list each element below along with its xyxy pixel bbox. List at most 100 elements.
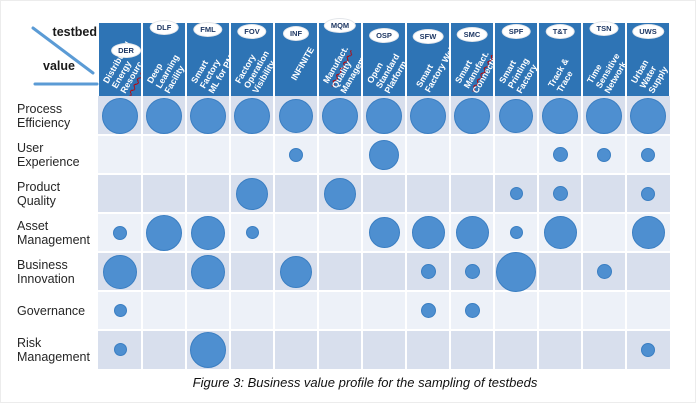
row-label: Risk Management (17, 330, 97, 369)
column-name-rotated: INFINITE (289, 45, 316, 82)
testbed-code-badge-MQM: MQM (323, 18, 357, 33)
bubble-DER-r6 (113, 343, 127, 356)
column-separator (581, 96, 583, 369)
column-separator (405, 96, 407, 369)
bubble-DLF-r0 (146, 97, 182, 134)
row-separator (98, 134, 670, 136)
column-separator (141, 96, 143, 369)
bubble-FOV-r0 (234, 97, 270, 134)
row-label-line: User (17, 140, 44, 155)
row-band (98, 174, 670, 213)
testbed-code-badge-TSN: TSN (589, 21, 619, 36)
row-label: Process Efficiency (17, 96, 97, 135)
bubble-FML-r3 (191, 215, 225, 250)
bubble-OSP-r1 (369, 139, 399, 170)
column-separator (361, 96, 363, 369)
column-separator (317, 96, 319, 369)
bubble-SMC-r0 (454, 97, 490, 134)
column-separator (449, 96, 451, 369)
testbed-code-badge-SMC: SMC (456, 27, 488, 42)
corner-diagonal-line-icon (31, 26, 99, 86)
bubble-UWS-r3 (631, 216, 665, 249)
bubble-DER-r0 (102, 97, 138, 134)
corner-label-value: value (43, 59, 75, 73)
row-label-line: Risk (17, 335, 42, 350)
row-separator (98, 212, 670, 214)
row-band (98, 291, 670, 330)
bubble-OSP-r3 (368, 217, 400, 248)
column-separator (229, 96, 231, 369)
column-header-MQM: Manufact. Quality Management (319, 23, 361, 96)
column-header-DLF: Deep Learning Facility (143, 23, 185, 96)
column-name-rotated: Manufact. Quality Management (321, 33, 361, 95)
bubble-SPF-r4 (496, 251, 536, 292)
bubble-FML-r6 (190, 331, 226, 368)
testbed-code-badge-TandT: T&T (545, 24, 575, 39)
row-separator (98, 290, 670, 292)
row-label: Governance (17, 291, 97, 330)
column-name-rotated: Deep Learning Facility (145, 48, 185, 95)
bubble-INF-r1 (289, 147, 303, 162)
bubble-UWS-r1 (641, 147, 655, 162)
testbed-code-badge-FML: FML (193, 22, 223, 37)
bubble-SMC-r3 (455, 216, 489, 249)
bubble-DER-r4 (103, 254, 137, 289)
bubble-DER-r5 (113, 304, 127, 317)
bubble-FOV-r3 (245, 226, 259, 239)
bubble-SFW-r0 (410, 97, 446, 134)
column-name-rotated: Smart Factory Web (414, 38, 449, 94)
column-name-rotated: Time Sensitive Network (585, 47, 625, 95)
testbed-code-badge-SFW: SFW (412, 29, 444, 44)
row-label: Business Innovation (17, 252, 97, 291)
column-name-rotated: Urban Water Supply (629, 55, 669, 95)
bubble-FOV-r2 (236, 177, 268, 210)
testbed-code-badge-OSP: OSP (369, 28, 399, 43)
bubble-TandT-r1 (552, 147, 568, 162)
corner-label-testbed: testbed (52, 25, 97, 39)
row-label-line: Quality (17, 193, 56, 208)
column-separator (537, 96, 539, 369)
column-name-rotated: Smart Factory ML for PM (189, 43, 229, 95)
bubble-TandT-r3 (543, 216, 577, 249)
bubble-MQM-r2 (324, 177, 356, 210)
testbed-code-badge-SPF: SPF (501, 24, 531, 39)
row-label-line: Process (17, 101, 63, 116)
bubble-TSN-r0 (586, 97, 622, 134)
row-band (98, 252, 670, 291)
row-label-line: Experience (17, 154, 80, 169)
testbed-code-badge-FOV: FOV (237, 24, 267, 39)
column-name-line: INFINITE (289, 45, 316, 82)
row-label-line: Management (17, 349, 90, 364)
bubble-TandT-r2 (552, 186, 568, 201)
bubble-TSN-r4 (596, 264, 612, 279)
column-separator (273, 96, 275, 369)
bubble-TandT-r0 (542, 97, 578, 134)
bubble-SMC-r4 (464, 264, 480, 279)
bubble-TSN-r1 (597, 147, 611, 162)
bubble-MQM-r0 (322, 97, 358, 134)
bubble-UWS-r0 (630, 97, 666, 134)
column-separator (625, 96, 627, 369)
bubble-SPF-r2 (509, 187, 523, 200)
row-label: Product Quality (17, 174, 97, 213)
bubble-SMC-r5 (464, 303, 480, 318)
bubble-SPF-r3 (509, 226, 523, 239)
row-label-line: Product (17, 179, 61, 194)
testbed-code-badge-UWS: UWS (632, 24, 664, 39)
matrix-corner-cell: testbed value (7, 21, 99, 96)
column-name-rotated: Open Standard Platform. (365, 47, 405, 95)
column-name-rotated: Smart Manufact. Connectivity (453, 34, 493, 95)
row-label-line: Asset (17, 218, 49, 233)
testbed-code-badge-DLF: DLF (149, 20, 179, 35)
row-separator (98, 251, 670, 253)
bubble-UWS-r6 (641, 342, 655, 357)
bubble-FML-r4 (191, 254, 225, 289)
column-name-rotated: Smart Printing Factory (497, 51, 537, 95)
bubble-UWS-r2 (641, 186, 655, 201)
column-name-rotated: Factory Operation Visibility (233, 44, 273, 95)
bubble-DER-r3 (113, 225, 127, 240)
row-label-line: Governance (17, 303, 86, 318)
bubble-SFW-r4 (420, 264, 436, 279)
row-label: Asset Management (17, 213, 97, 252)
